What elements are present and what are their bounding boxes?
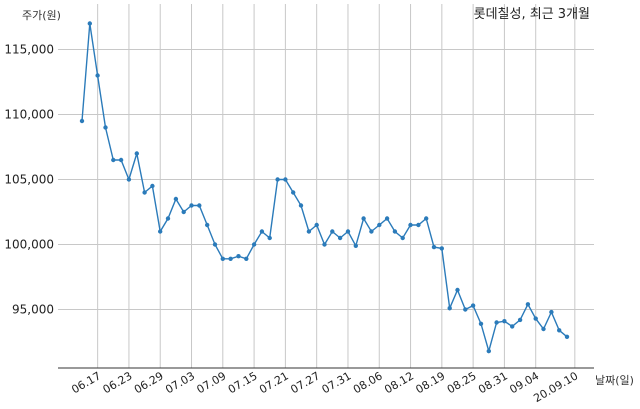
data-point (134, 151, 139, 156)
data-point (416, 222, 421, 228)
data-point (470, 303, 476, 308)
data-point (259, 229, 265, 234)
data-point (142, 190, 147, 195)
data-point (502, 319, 507, 324)
x-tick-labels: 06.1706.2306.2907.0307.0907.1507.2107.27… (69, 369, 580, 405)
data-point (298, 203, 304, 208)
data-point (87, 21, 93, 26)
data-point (361, 216, 366, 221)
y-tick-label: 95,000 (12, 303, 54, 317)
data-point (408, 222, 413, 228)
data-point (95, 73, 100, 78)
chart-title: 롯데칠성, 최근 3개월 (474, 7, 590, 22)
y-tick-labels: 95,000 100,000 105,000 110,000 115,000 (4, 43, 54, 317)
data-point (392, 229, 398, 234)
data-point (424, 216, 429, 221)
data-point (463, 307, 468, 312)
data-point (400, 235, 405, 241)
data-point (322, 242, 327, 247)
data-point (533, 316, 538, 321)
data-point (244, 256, 249, 261)
data-point (330, 229, 335, 234)
x-tick-label: 07.31 (320, 369, 354, 396)
data-point (103, 125, 108, 130)
data-point (306, 229, 312, 234)
data-point (220, 256, 225, 261)
data-points (79, 21, 570, 354)
x-tick-label: 06.17 (69, 369, 103, 396)
x-tick-label: 06.23 (101, 369, 135, 396)
data-point (212, 242, 218, 247)
data-point (189, 203, 194, 208)
data-point (510, 324, 515, 329)
data-point (118, 157, 124, 163)
y-axis-label: 주가(원) (22, 9, 61, 22)
data-point (384, 216, 390, 221)
data-point (377, 222, 382, 228)
data-point (431, 244, 437, 250)
data-point (549, 309, 554, 315)
x-axis-label: 날짜(일) (595, 373, 634, 387)
data-point (455, 287, 460, 293)
data-point (251, 242, 257, 247)
data-point (557, 328, 562, 333)
y-tick-label: 110,000 (4, 108, 54, 122)
x-tick-label: 06.29 (132, 369, 166, 396)
data-point (345, 229, 351, 234)
data-point (291, 190, 296, 195)
data-point (173, 196, 179, 202)
data-point (447, 306, 452, 311)
data-point (275, 177, 280, 182)
y-tick-label: 105,000 (4, 173, 54, 187)
x-tick-label: 08.12 (382, 369, 416, 396)
data-point (267, 235, 272, 241)
data-point (369, 229, 374, 234)
data-point (126, 177, 132, 182)
data-point (205, 222, 210, 228)
x-tick-label: 07.03 (163, 369, 197, 396)
data-point (478, 321, 484, 326)
y-tick-label: 100,000 (4, 238, 54, 252)
grid-lines (58, 4, 594, 368)
data-point (150, 183, 155, 189)
data-point (236, 254, 241, 259)
data-point (486, 348, 491, 354)
data-point (439, 246, 444, 251)
x-tick-label: 08.19 (414, 369, 448, 396)
data-point (337, 235, 343, 241)
x-tick-label: 08.06 (351, 369, 385, 396)
data-point (111, 157, 116, 163)
data-point (494, 320, 499, 325)
x-tick-label: 08.31 (476, 369, 510, 396)
x-tick-label: 07.27 (288, 369, 322, 396)
x-tick-label: 20.09.10 (531, 369, 580, 405)
data-point (197, 203, 202, 208)
data-point (525, 302, 531, 307)
data-point (283, 177, 288, 182)
data-point (541, 326, 546, 332)
data-point (228, 256, 233, 261)
series-line (81, 23, 568, 354)
data-point (517, 317, 523, 323)
x-tick-label: 07.09 (195, 369, 229, 396)
data-point (314, 222, 319, 228)
data-point (181, 209, 186, 215)
x-tick-label: 07.15 (226, 369, 260, 396)
x-tick-label: 08.25 (445, 369, 479, 396)
data-point (564, 334, 570, 339)
data-point (353, 243, 358, 248)
y-tick-label: 115,000 (4, 43, 54, 57)
data-point (79, 118, 85, 124)
data-point (165, 216, 171, 221)
x-tick-label: 07.21 (257, 369, 291, 396)
data-point (158, 229, 163, 234)
